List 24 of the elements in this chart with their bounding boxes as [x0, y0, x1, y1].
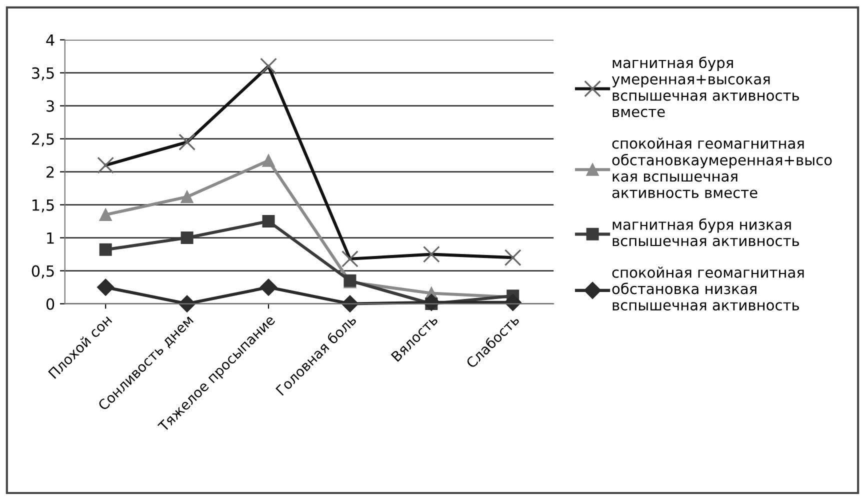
- point: [504, 294, 522, 312]
- point: [180, 190, 194, 204]
- legend-label: магнитная буря умеренная+высокая вспышечная активность вместе: [612, 56, 799, 118]
- y-tick-label: 3,5: [32, 67, 54, 80]
- point: [99, 243, 112, 256]
- point: [178, 295, 196, 312]
- point: [262, 154, 275, 167]
- y-tick-label: 2,5: [32, 133, 54, 146]
- y-tick-label: 1,5: [32, 199, 54, 212]
- legend-label: магнитная буря низкая вспышечная активность: [612, 218, 799, 246]
- point: [99, 208, 112, 221]
- point: [180, 232, 194, 244]
- point: [262, 215, 275, 228]
- y-tick-label: 0: [46, 298, 54, 310]
- y-tick-label: 1: [47, 232, 54, 244]
- y-tick-label: 4: [46, 34, 54, 46]
- y-tick-label: 0,5: [32, 265, 54, 278]
- legend-label: спокойная геомагнитная обстановка низкая вспышечная активность: [612, 266, 804, 311]
- y-tick-label: 2: [46, 166, 54, 178]
- y-tick-label: 3: [46, 100, 54, 112]
- point: [341, 295, 359, 312]
- point: [97, 278, 114, 296]
- point: [260, 278, 278, 296]
- legend-label: спокойная геомагнитная обстановкаумеренная+высокая вспышечная активность вместе: [612, 138, 832, 198]
